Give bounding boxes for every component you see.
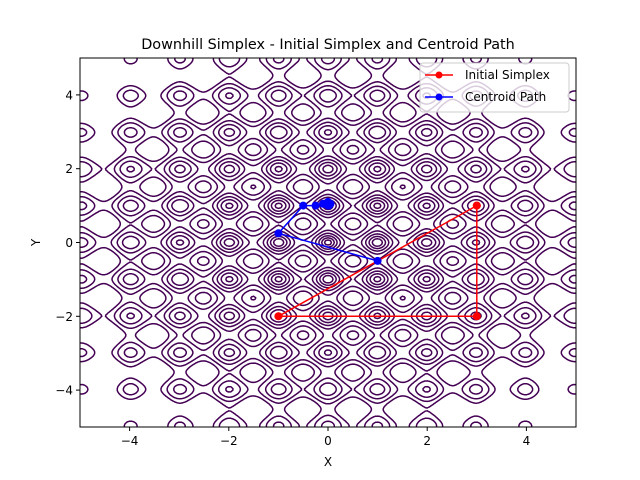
legend-marker-initial-simplex xyxy=(435,71,443,79)
x-tick-label: 2 xyxy=(423,434,431,448)
contour-line xyxy=(80,58,576,427)
contour-line xyxy=(80,58,576,427)
series-point-centroid-path xyxy=(373,256,382,265)
x-tick-label: −4 xyxy=(121,434,139,448)
y-axis: −4 −2 0 2 4 xyxy=(55,88,80,398)
x-axis-label: X xyxy=(324,455,332,469)
y-axis-label: Y xyxy=(29,238,43,247)
contour-line xyxy=(80,58,576,427)
y-tick-label: −4 xyxy=(55,384,73,398)
legend-label-centroid-path: Centroid Path xyxy=(465,90,546,104)
y-tick-label: 4 xyxy=(65,88,73,102)
series-point-centroid-path xyxy=(324,201,332,210)
series-layer xyxy=(274,197,481,321)
legend-marker-centroid-path xyxy=(435,93,443,101)
series-point-initial-simplex xyxy=(472,312,481,321)
contour-line xyxy=(323,239,333,246)
legend-label-initial-simplex: Initial Simplex xyxy=(465,68,550,82)
contour-line xyxy=(175,129,481,356)
series-point-initial-simplex xyxy=(274,312,283,321)
y-tick-label: −2 xyxy=(55,310,73,324)
legend-box xyxy=(419,62,570,113)
x-tick-label: 0 xyxy=(324,434,332,448)
series-point-centroid-path xyxy=(274,229,283,238)
series-point-centroid-path xyxy=(299,201,308,210)
series-point-centroid-path xyxy=(311,201,320,210)
series-point-initial-simplex xyxy=(472,201,481,210)
x-tick-label: 4 xyxy=(523,434,531,448)
contour-layer xyxy=(80,58,576,427)
contour-line xyxy=(121,88,535,397)
x-axis: −4 −2 0 2 4 xyxy=(121,427,530,448)
y-tick-label: 0 xyxy=(65,236,73,250)
legend: Initial Simplex Centroid Path xyxy=(419,62,570,113)
y-tick-label: 2 xyxy=(65,162,73,176)
x-tick-label: −2 xyxy=(220,434,238,448)
chart-title: Downhill Simplex - Initial Simplex and C… xyxy=(141,37,515,53)
